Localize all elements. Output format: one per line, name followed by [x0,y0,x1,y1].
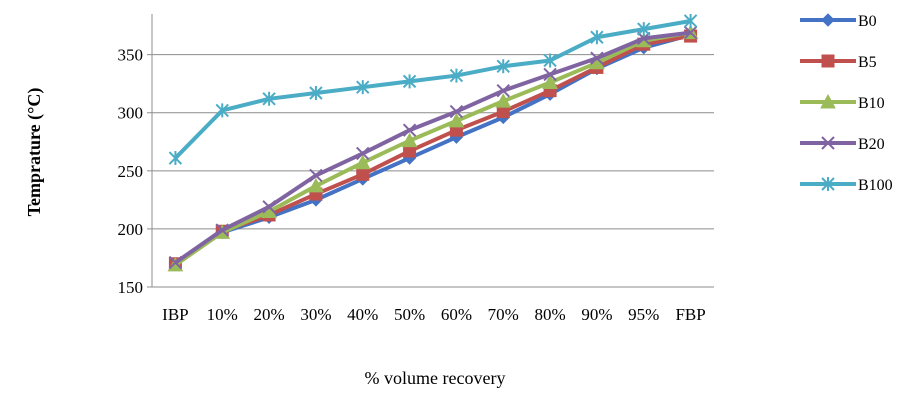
legend-item-b100: B100 [800,177,893,194]
x-tick-label: 90% [581,305,612,324]
series-line-b5 [174,34,691,266]
x-axis-title: % volume recovery [365,368,506,388]
legend-marker [820,93,836,109]
data-point [356,146,370,161]
legend-label: B0 [858,13,877,30]
x-tick-label: 40% [347,305,378,324]
data-point [402,74,417,89]
legend-marker [821,177,835,191]
data-point [167,256,184,272]
series-b100 [168,13,698,166]
data-point [402,123,417,137]
data-point [590,51,604,65]
data-point [168,151,183,166]
y-tick-label: 150 [118,278,144,297]
series-b5 [168,29,698,271]
data-point [542,74,558,90]
legend-item-b5: B5 [800,54,877,71]
y-axis-title: Temprature (°C) [24,88,45,217]
legend: B0 B5 B10 B20 B100 [800,13,893,194]
legend-marker [821,54,835,68]
data-point [215,103,229,118]
data-point [356,80,370,95]
data-point [215,223,229,237]
data-point [449,68,464,83]
data-point [637,22,651,37]
axes [147,14,714,288]
data-point [356,167,370,181]
data-point [496,83,510,98]
legend-item-b10: B10 [800,93,885,112]
data-point [449,104,464,119]
x-tick-label: 50% [394,305,425,324]
data-point [543,53,557,68]
x-tick-label: 30% [300,305,331,324]
legend-label: B10 [858,95,885,112]
series-line-b20 [174,30,691,265]
data-point [683,13,698,28]
series-b20 [168,25,698,270]
legend-label: B100 [858,177,893,194]
data-point [354,154,371,170]
data-point [495,93,512,108]
series-b0 [168,28,698,271]
data-point [309,85,323,100]
y-tick-labels: 150 200 250 300 350 [118,46,144,297]
series-b10 [167,24,699,272]
x-tick-label: 70% [488,305,519,324]
data-point [401,132,418,148]
series-line-b100 [173,18,691,160]
x-tick-label: IBP [162,305,188,324]
legend-label: B20 [858,136,885,153]
y-tick-label: 200 [118,220,144,239]
data-point [448,112,465,128]
x-tick-label: 60% [441,305,472,324]
legend-item-b20: B20 [800,136,885,153]
y-tick-label: 300 [118,104,144,123]
y-tick-label: 250 [118,162,144,181]
data-point [168,255,183,270]
x-tick-label: 20% [253,305,284,324]
x-tick-labels: IBP 10% 20% 30% 40% 50% 60% 70% 80% 90% 95% FBP [162,305,706,324]
x-tick-label: FBP [675,305,705,324]
x-tick-label: 95% [628,305,659,324]
y-tick-label: 350 [118,46,144,65]
data-point [543,67,557,82]
data-point [309,168,323,183]
legend-marker [821,136,835,150]
data-point [590,30,604,45]
data-point [262,91,276,106]
data-point [496,59,510,74]
data-point [308,177,324,193]
series-lines [167,13,699,272]
data-point [683,25,698,40]
x-tick-label: 10% [207,305,238,324]
series-line-b0 [174,32,692,266]
data-point [262,200,276,214]
x-tick-label: 80% [534,305,565,324]
legend-label: B5 [858,54,877,71]
legend-marker [821,13,835,27]
series-line-b10 [174,30,691,267]
legend-item-b0: B0 [800,13,877,30]
